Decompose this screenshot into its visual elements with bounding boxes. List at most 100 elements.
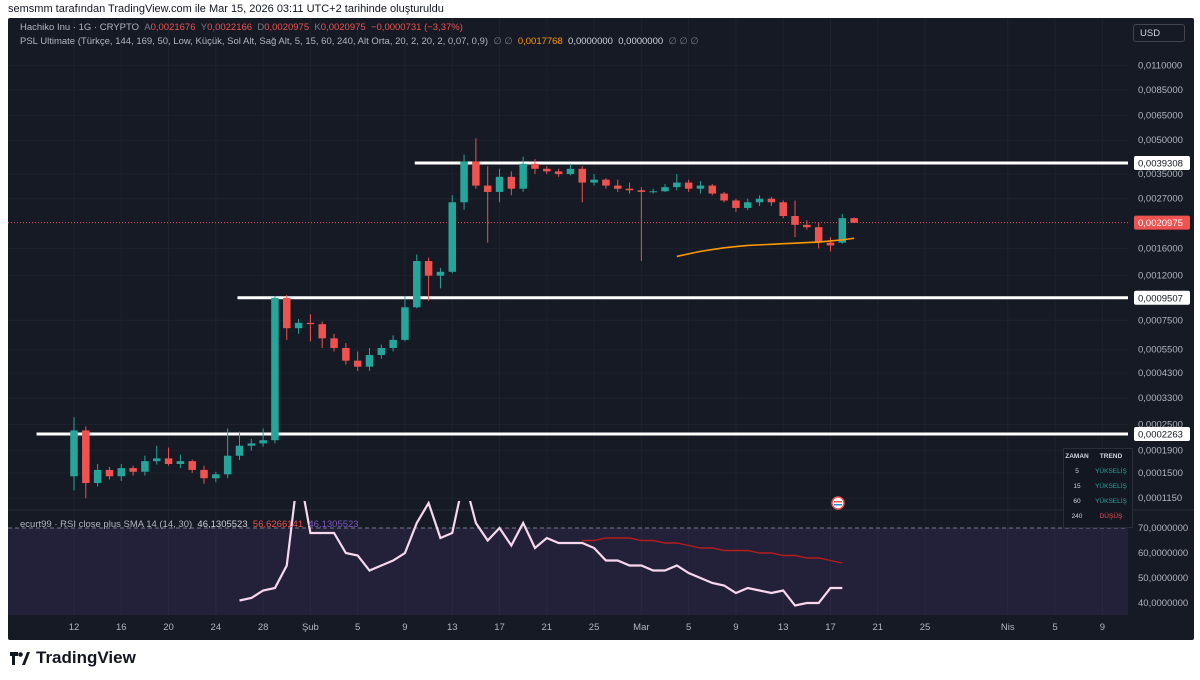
price-tick-label: 0,0085000 <box>1138 85 1183 96</box>
candle-body <box>779 202 787 217</box>
price-tick-label: 0,0050000 <box>1138 135 1183 146</box>
level-price-label: 0,0039308 <box>1138 159 1183 170</box>
level-price-tag <box>1134 156 1190 170</box>
candle-body <box>188 461 196 470</box>
trend-row: 5 YÜKSELİŞ <box>1064 464 1132 479</box>
change-value: −0,0000731 (−3,37%) <box>370 22 463 33</box>
candle-body <box>472 161 480 186</box>
x-tick-label: 21 <box>542 622 553 633</box>
trend-row: 15 YÜKSELİŞ <box>1064 479 1132 494</box>
candle-body <box>613 185 622 189</box>
candle-body <box>117 468 126 477</box>
candle-body <box>696 185 705 189</box>
chart-caption: semsmm tarafından TradingView.com ile Ma… <box>8 3 444 15</box>
candle-body <box>495 176 504 192</box>
trend-header-trend: TREND <box>1099 453 1123 460</box>
candle-body <box>590 179 598 183</box>
candle-body <box>578 168 587 183</box>
candle-body <box>176 461 185 464</box>
candle-body <box>223 455 232 475</box>
candle-body <box>436 271 445 276</box>
candle-body <box>164 458 173 464</box>
trend-status: YÜKSELİŞ <box>1095 468 1127 475</box>
open-value: 0,0021676 <box>150 22 196 33</box>
x-tick-label: 16 <box>116 622 127 633</box>
level-price-tag <box>1134 290 1190 305</box>
rsi-tick-label: 50,0000000 <box>1138 573 1188 584</box>
trend-row: 240 DÜŞÜŞ <box>1064 509 1132 524</box>
price-tick-label: 0,0007500 <box>1138 315 1183 326</box>
rsi-legend: ecurt99 · RSI close plus SMA 14 (14, 30)… <box>20 519 359 530</box>
tradingview-logo[interactable]: TradingView <box>10 648 136 668</box>
candle-body <box>200 469 208 479</box>
rsi-tick-label: 40,0000000 <box>1138 598 1188 609</box>
x-tick-label: 28 <box>258 622 269 633</box>
candle-body <box>661 187 669 192</box>
x-tick-label: Mar <box>633 622 649 633</box>
candle-body <box>838 218 847 243</box>
price-tick-label: 0,0065000 <box>1138 110 1183 121</box>
candle-body <box>543 168 551 172</box>
candle-body <box>424 261 433 276</box>
x-tick-label: 5 <box>686 622 691 633</box>
rsi-band <box>8 528 1128 615</box>
low-label: D <box>257 22 265 33</box>
open-label: A <box>144 22 151 33</box>
x-tick-label: 24 <box>211 622 222 633</box>
trend-status: YÜKSELİŞ <box>1095 498 1127 505</box>
symbol-name[interactable]: Hachiko Inu · 1G · CRYPTO <box>20 22 139 33</box>
rsi-value-2: 56,6266141 <box>252 519 304 530</box>
candle-body <box>259 440 267 444</box>
x-tick-label: Nis <box>1001 622 1015 633</box>
trend-header-time: ZAMAN <box>1065 453 1089 460</box>
candle-body <box>720 193 728 201</box>
candle-body <box>377 348 386 356</box>
candle-body <box>342 348 350 361</box>
last-price-tag <box>1134 215 1190 230</box>
close-label: K <box>314 22 321 33</box>
x-tick-label: 21 <box>872 622 883 633</box>
close-value: 0,0020975 <box>320 22 366 33</box>
price-tick-label: 0,0001500 <box>1138 468 1183 479</box>
candle-body <box>353 360 362 367</box>
candle-body <box>602 179 610 186</box>
chart-svg[interactable]: 0,0110000 0,0085000 0,0065000 0,0050000 0,00… <box>8 18 1194 640</box>
x-tick-label: 9 <box>1100 622 1105 633</box>
rsi-name[interactable]: ecurt99 · RSI close plus SMA 14 (14, 30) <box>20 519 193 530</box>
candle-body <box>803 224 811 228</box>
candle-body <box>247 443 256 446</box>
chart-frame[interactable]: 0,0110000 0,0085000 0,0065000 0,0050000 0,00… <box>8 18 1194 640</box>
candle-body <box>519 163 527 189</box>
x-tick-label: 17 <box>825 622 836 633</box>
rsi-line <box>239 501 843 607</box>
price-tick-label: 0,0035000 <box>1138 169 1183 180</box>
indicator-name[interactable]: PSL Ultimate (Türkçe, 144, 169, 50, Low,… <box>20 36 489 47</box>
trend-timeframe: 240 <box>1071 513 1083 520</box>
price-tick-label: 0,0003300 <box>1138 393 1183 404</box>
price-tick-label: 0,0001900 <box>1138 446 1183 457</box>
candle-body <box>531 163 539 169</box>
candle-body <box>767 198 776 203</box>
candle-body <box>365 355 374 367</box>
x-tick-label: 5 <box>1052 622 1057 633</box>
x-tick-label: 5 <box>355 622 360 633</box>
symbol-legend: Hachiko Inu · 1G · CRYPTO A0,0021676 Y0,… <box>20 22 463 33</box>
candle-body <box>649 191 657 193</box>
rsi-value-3: 46,1305523 <box>308 519 359 530</box>
candle-body <box>826 242 835 246</box>
candle-body <box>554 171 563 175</box>
x-tick-label: 20 <box>163 622 174 633</box>
indicator-value-5: ∅ ∅ ∅ <box>668 36 699 47</box>
trend-timeframe: 15 <box>1073 483 1081 490</box>
candle-body <box>294 322 303 329</box>
x-tick-label: 25 <box>920 622 931 633</box>
candle-body <box>814 227 823 243</box>
candle-body <box>507 176 516 189</box>
price-tick-label: 0,0110000 <box>1138 60 1182 71</box>
candle-body <box>448 202 456 272</box>
candle-body <box>791 216 799 225</box>
price-tick-label: 0,0002500 <box>1138 420 1183 431</box>
price-tick-label: 0,0027000 <box>1138 194 1183 205</box>
currency-selector[interactable]: USD <box>1133 24 1185 42</box>
candle-body <box>850 218 858 223</box>
